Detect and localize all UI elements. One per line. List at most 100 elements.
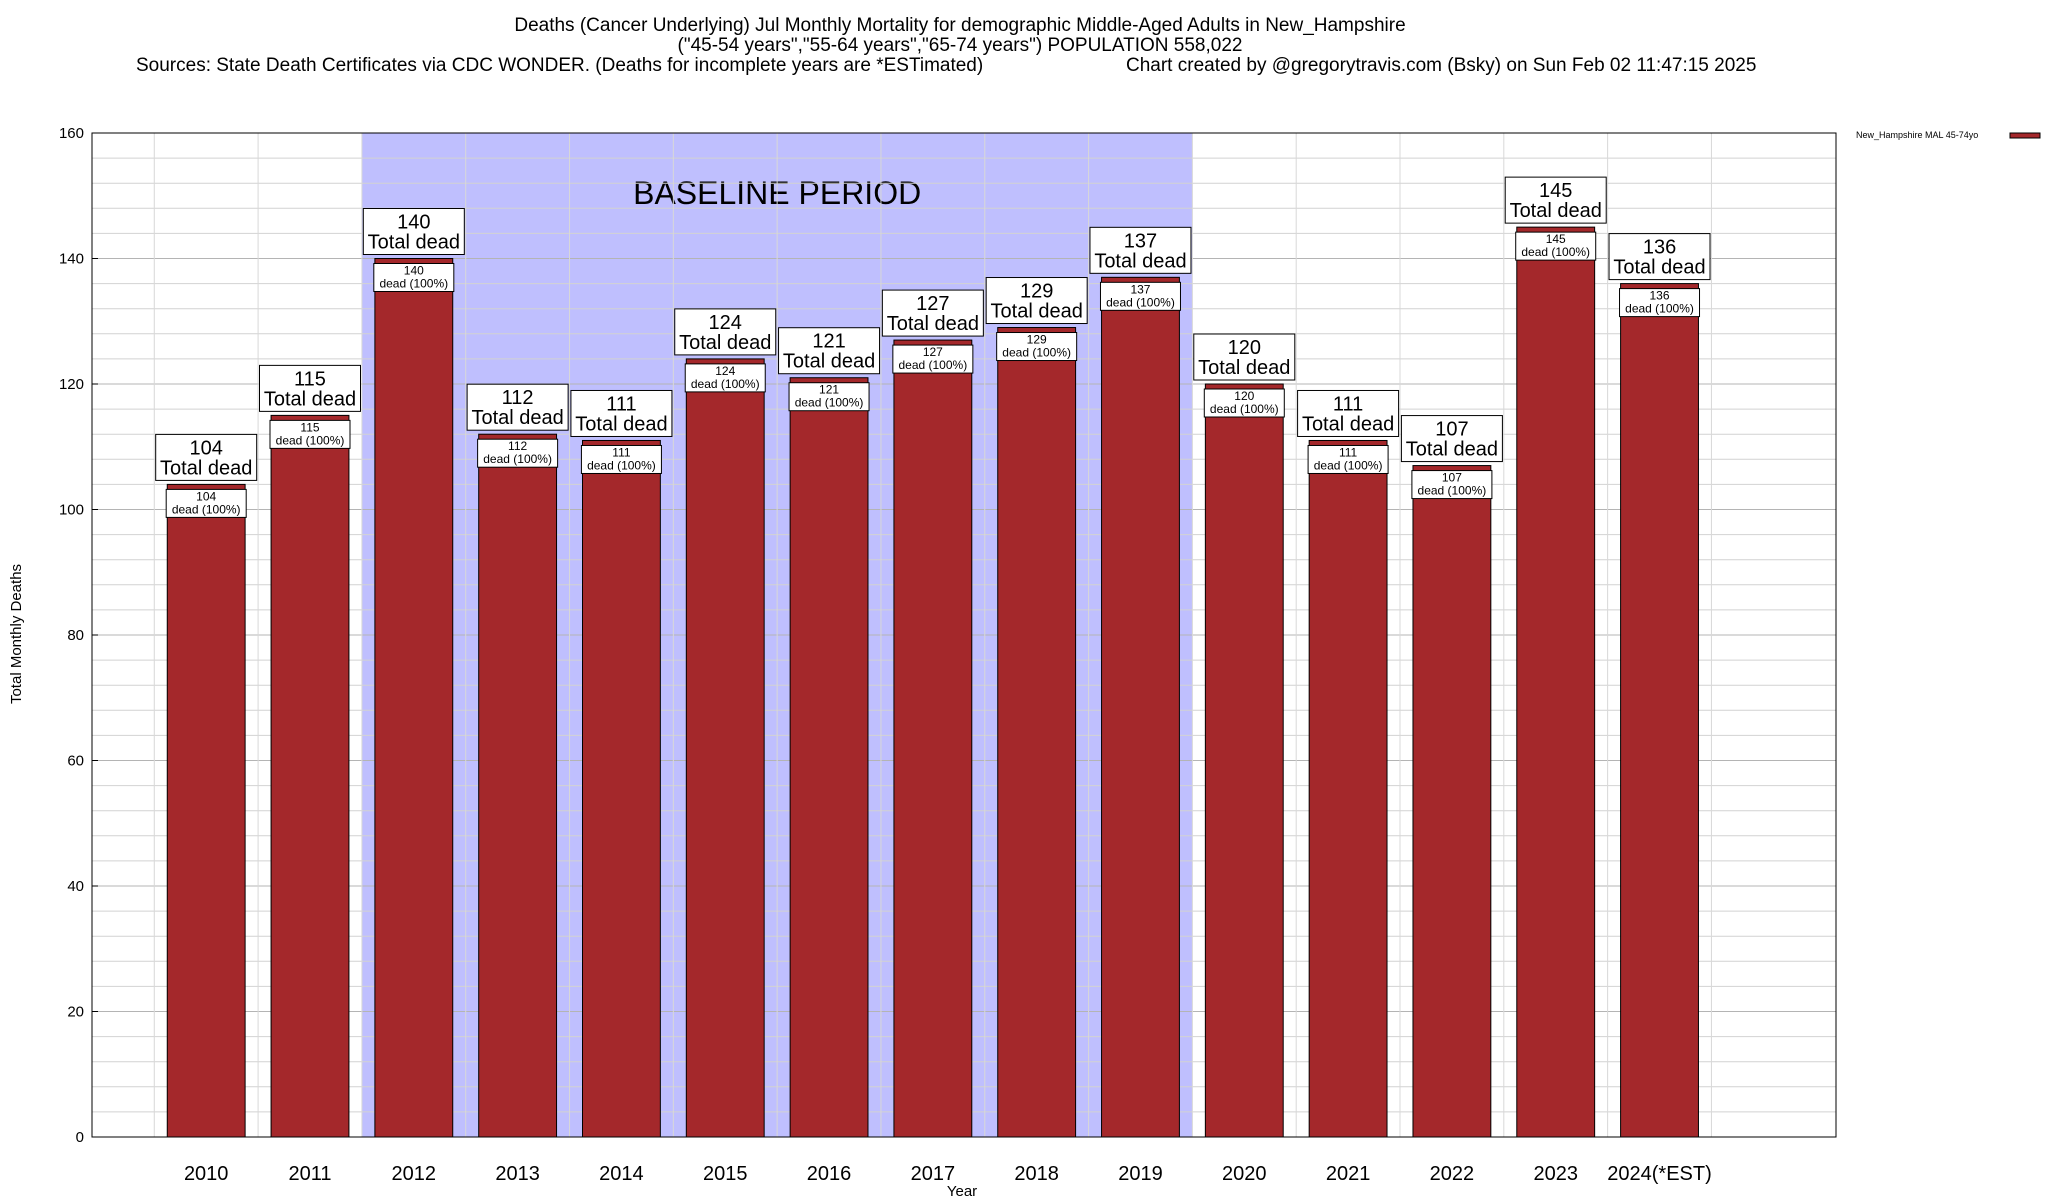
- y-tick-label: 120: [59, 376, 84, 393]
- y-tick-label: 40: [67, 878, 84, 895]
- bar: [685, 358, 765, 1138]
- total-dead-label: Total dead: [887, 313, 979, 335]
- inner-value-label: 129: [1027, 333, 1047, 347]
- title-line-1: Deaths (Cancer Underlying) Jul Monthly M…: [514, 15, 1405, 36]
- legend-swatch: [2009, 132, 2041, 139]
- y-tick-label: 60: [67, 753, 84, 770]
- inner-label-box: [684, 363, 766, 393]
- inner-label-box: [788, 382, 870, 412]
- total-dead-label: Total dead: [471, 407, 563, 429]
- inner-label-box: [477, 438, 559, 468]
- total-dead-label: Total dead: [679, 332, 771, 354]
- y-tick-label: 140: [59, 251, 84, 268]
- bar: [1620, 283, 1699, 1138]
- total-dead-label: Total dead: [368, 232, 460, 254]
- x-tick-label: 2018: [1014, 1163, 1059, 1185]
- inner-percent-label: dead (100%): [691, 377, 760, 391]
- y-tick-label: 100: [59, 502, 84, 519]
- total-value-label: 120: [1228, 337, 1261, 359]
- inner-value-label: 111: [1339, 445, 1358, 459]
- total-label-box: [466, 383, 569, 431]
- x-tick-label: 2012: [392, 1163, 437, 1185]
- inner-value-label: 115: [300, 420, 319, 434]
- total-label-box: [1089, 226, 1192, 274]
- total-label-box: [985, 277, 1088, 325]
- bar: [270, 414, 350, 1138]
- bar: [478, 433, 558, 1138]
- total-label-box: [155, 433, 258, 481]
- inner-label-box: [165, 488, 247, 518]
- bar: [893, 339, 973, 1138]
- inner-value-label: 104: [196, 489, 216, 503]
- inner-percent-label: dead (100%): [172, 502, 241, 516]
- bar: [997, 327, 1077, 1138]
- total-label-box: [1504, 176, 1607, 224]
- total-label-box: [778, 327, 881, 375]
- inner-value-label: 137: [1130, 282, 1150, 296]
- bar: [374, 258, 454, 1138]
- inner-value-label: 145: [1546, 232, 1566, 246]
- y-tick-label: 160: [59, 125, 84, 142]
- inner-label-box: [1099, 281, 1181, 311]
- inner-percent-label: dead (100%): [379, 277, 448, 291]
- inner-value-label: 121: [819, 383, 839, 397]
- total-value-label: 107: [1435, 419, 1468, 441]
- x-tick-label: 2021: [1326, 1163, 1371, 1185]
- inner-label-box: [580, 444, 662, 474]
- total-dead-label: Total dead: [1198, 357, 1290, 379]
- x-tick-label: 2023: [1533, 1163, 1578, 1185]
- bar: [1516, 226, 1596, 1138]
- bar: [1101, 276, 1180, 1138]
- bar: [789, 377, 869, 1138]
- total-value-label: 137: [1124, 230, 1157, 252]
- total-label-box: [881, 289, 984, 337]
- inner-value-label: 124: [715, 364, 735, 378]
- total-value-label: 140: [397, 212, 430, 234]
- bar: [166, 483, 246, 1138]
- inner-percent-label: dead (100%): [898, 358, 967, 372]
- x-tick-label: 2016: [807, 1163, 852, 1185]
- inner-percent-label: dead (100%): [795, 396, 864, 410]
- total-label-box: [259, 364, 361, 412]
- total-dead-label: Total dead: [160, 457, 252, 479]
- x-tick-label: 2017: [911, 1163, 956, 1185]
- inner-percent-label: dead (100%): [483, 452, 552, 466]
- total-value-label: 145: [1539, 180, 1572, 202]
- title-line-2: ("45-54 years","55-64 years","65-74 year…: [678, 35, 1243, 56]
- inner-value-label: 107: [1442, 471, 1462, 485]
- total-dead-label: Total dead: [1406, 439, 1498, 461]
- total-value-label: 124: [709, 312, 742, 334]
- x-tick-label: 2022: [1430, 1163, 1475, 1185]
- x-tick-label: 2013: [495, 1163, 540, 1185]
- total-label-box: [1608, 233, 1711, 281]
- total-label-box: [1297, 389, 1400, 437]
- inner-value-label: 136: [1650, 289, 1670, 303]
- x-tick-label: 2015: [703, 1163, 748, 1185]
- x-tick-label: 2019: [1118, 1163, 1163, 1185]
- x-tick-label: 2011: [288, 1163, 331, 1185]
- x-tick-label: 2010: [184, 1163, 229, 1185]
- inner-percent-label: dead (100%): [1002, 346, 1071, 360]
- x-axis-title: Year: [947, 1183, 977, 1200]
- total-dead-label: Total dead: [991, 301, 1083, 323]
- total-value-label: 127: [916, 293, 949, 315]
- inner-value-label: 140: [404, 264, 424, 278]
- chart-title: Deaths (Cancer Underlying) Jul Monthly M…: [136, 15, 1756, 76]
- axes: 0 20 40 60 80 100 120 140 160: [59, 125, 1837, 1146]
- total-dead-label: Total dead: [264, 388, 356, 410]
- inner-percent-label: dead (100%): [1625, 302, 1694, 316]
- total-value-label: 129: [1020, 281, 1053, 303]
- y-tick-label: 0: [76, 1129, 84, 1146]
- total-value-label: 104: [190, 437, 223, 459]
- total-dead-label: Total dead: [575, 413, 667, 435]
- legend-entry-label: New_Hampshire MAL 45-74yo: [1856, 130, 1978, 140]
- total-dead-label: Total dead: [783, 351, 875, 373]
- total-label-box: [362, 208, 465, 255]
- inner-value-label: 120: [1234, 389, 1254, 403]
- inner-label-box: [269, 419, 351, 449]
- inner-label-box: [1411, 470, 1493, 500]
- inner-percent-label: dead (100%): [1521, 245, 1590, 259]
- y-tick-label: 80: [67, 627, 84, 644]
- total-dead-label: Total dead: [1094, 250, 1186, 272]
